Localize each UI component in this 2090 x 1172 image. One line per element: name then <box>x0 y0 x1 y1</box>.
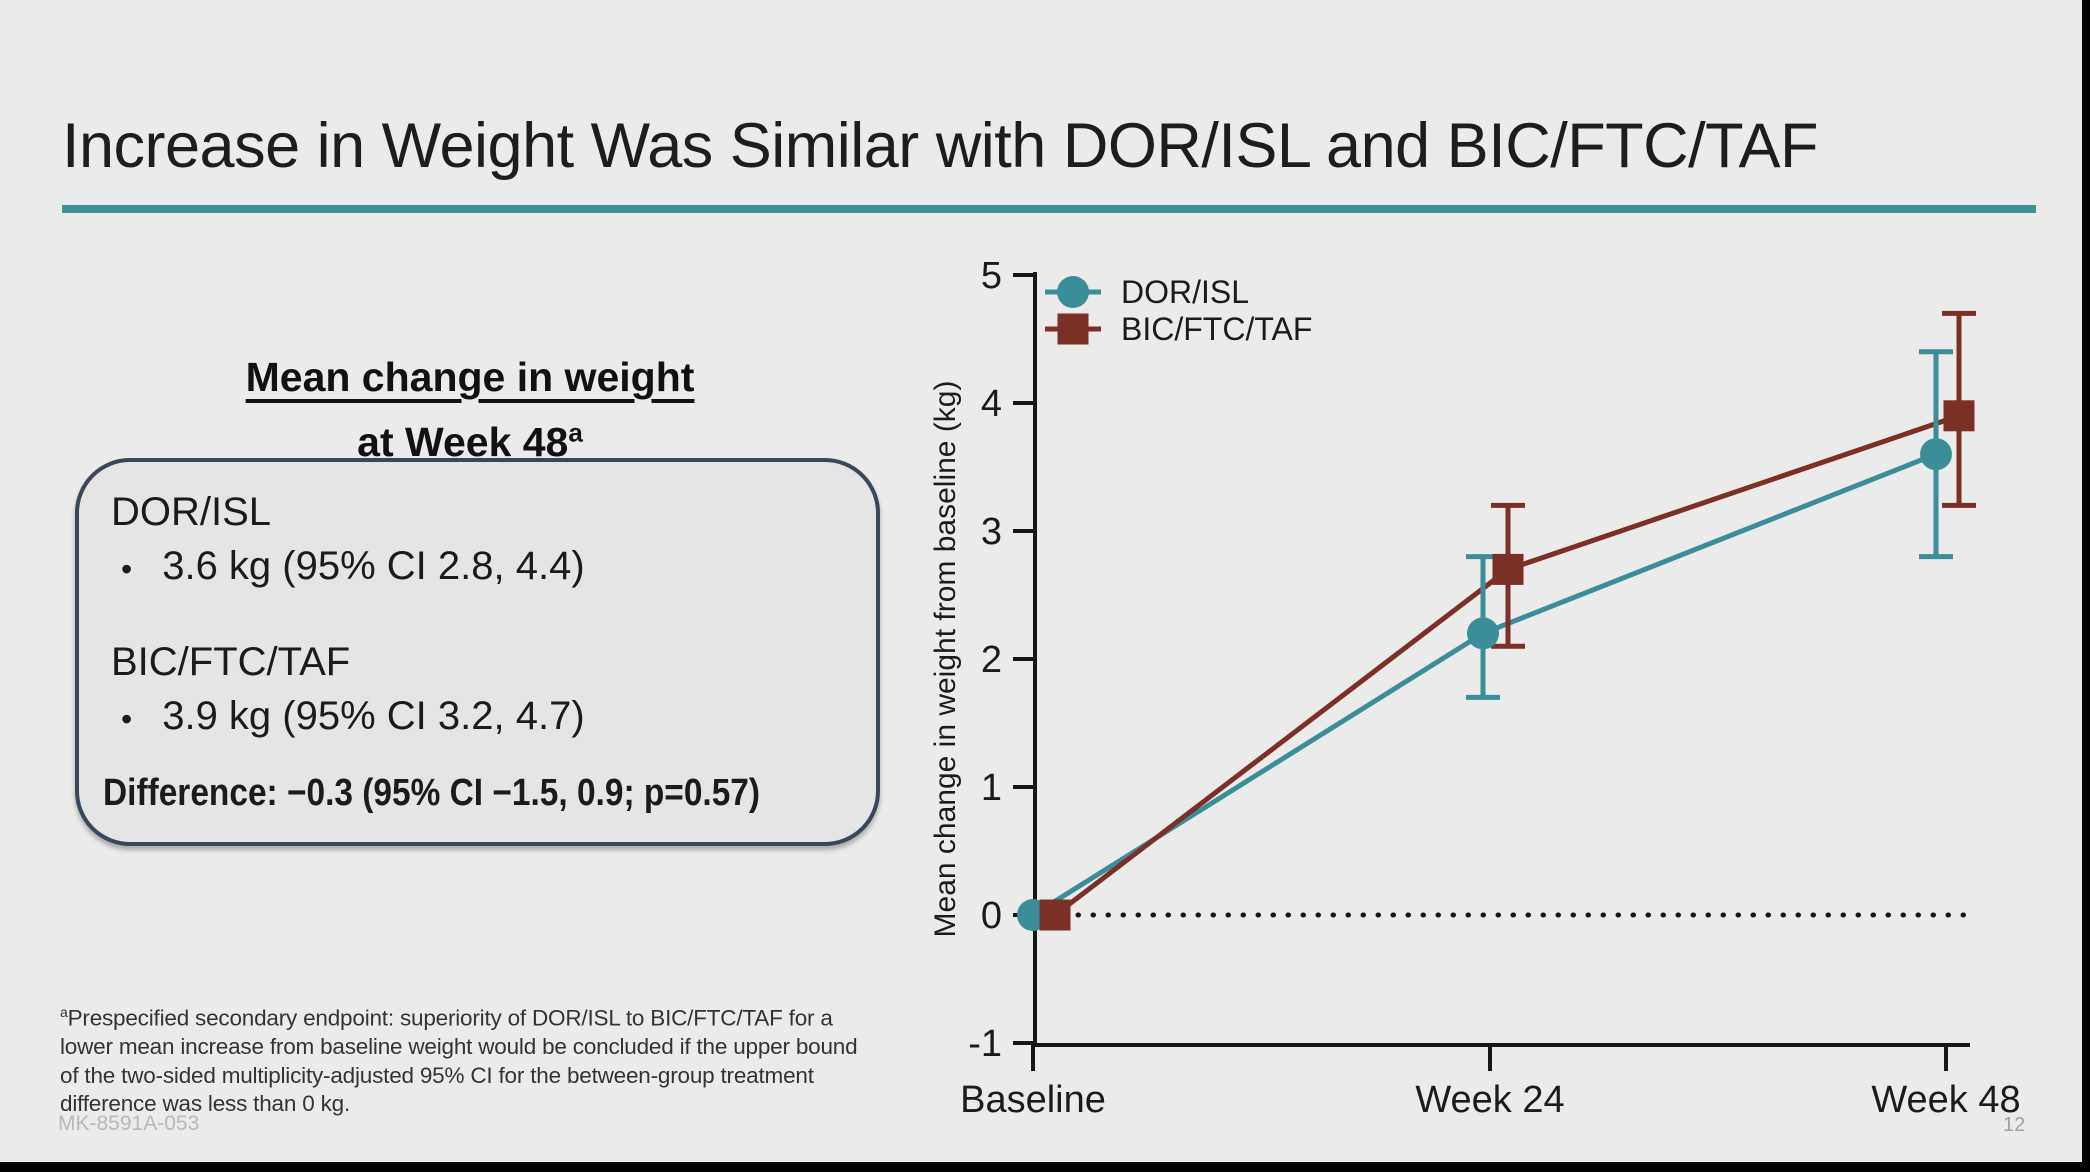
legend-label: DOR/ISL <box>1121 274 1249 310</box>
footnote-marker: a <box>60 1004 68 1020</box>
legend-label: BIC/FTC/TAF <box>1121 311 1312 347</box>
group2-value: 3.9 kg (95% CI 3.2, 4.7) <box>162 694 585 738</box>
marker-bic-ftc-taf <box>1039 899 1071 931</box>
x-tick-label: Week 24 <box>1415 1079 1564 1121</box>
heading-superscript: a <box>568 417 583 447</box>
left-panel-heading: Mean change in weight at Week 48a <box>120 350 820 470</box>
study-id: MK-8591A-053 <box>58 1112 200 1135</box>
y-tick-label: -1 <box>968 1023 1002 1065</box>
page-number: 12 <box>2003 1114 2026 1136</box>
legend-marker-square-icon <box>1057 313 1089 345</box>
difference-text: Difference: −0.3 (95% CI −1.5, 0.9; p=0.… <box>103 772 761 814</box>
group2-name: BIC/FTC/TAF <box>111 640 351 684</box>
letterbox-bottom-bar <box>0 1162 2090 1172</box>
y-tick-label: 3 <box>981 511 1002 553</box>
y-tick-label: 2 <box>981 639 1002 681</box>
heading-line-2: at Week 48a <box>357 417 583 465</box>
y-tick-label: 0 <box>981 895 1002 937</box>
marker-dor-isl <box>1920 438 1952 471</box>
y-axis-title: Mean change in weight from baseline (kg) <box>929 381 962 938</box>
title-divider <box>62 205 2036 213</box>
bullet-icon: • <box>121 551 133 587</box>
x-tick-label: Baseline <box>960 1079 1106 1121</box>
letterbox-right-bar <box>2082 0 2090 1172</box>
marker-bic-ftc-taf <box>1943 400 1975 432</box>
series-line-bic-ftc-taf <box>1053 413 1960 917</box>
bullet-icon: • <box>121 701 133 737</box>
x-tick-label: Week 48 <box>1871 1079 2020 1121</box>
group1-name: DOR/ISL <box>111 490 272 534</box>
group1-value: 3.6 kg (95% CI 2.8, 4.4) <box>162 544 585 588</box>
slide-title: Increase in Weight Was Similar with DOR/… <box>62 111 1818 181</box>
group2-value-row: • 3.9 kg (95% CI 3.2, 4.7) <box>121 694 585 744</box>
footnote-text: Prespecified secondary endpoint: superio… <box>60 1005 858 1117</box>
y-tick-label: 1 <box>981 767 1002 809</box>
legend-marker-circle-icon <box>1057 276 1089 308</box>
y-tick-label: 5 <box>981 255 1002 297</box>
footnote: aPrespecified secondary endpoint: superi… <box>60 998 960 1119</box>
summary-box: DOR/ISL • 3.6 kg (95% CI 2.8, 4.4) BIC/F… <box>75 458 880 846</box>
marker-dor-isl <box>1467 617 1499 650</box>
heading-line-1: Mean change in weight <box>245 354 695 400</box>
group1-value-row: • 3.6 kg (95% CI 2.8, 4.4) <box>121 544 585 594</box>
marker-bic-ftc-taf <box>1492 553 1524 585</box>
y-tick-label: 4 <box>981 383 1002 425</box>
